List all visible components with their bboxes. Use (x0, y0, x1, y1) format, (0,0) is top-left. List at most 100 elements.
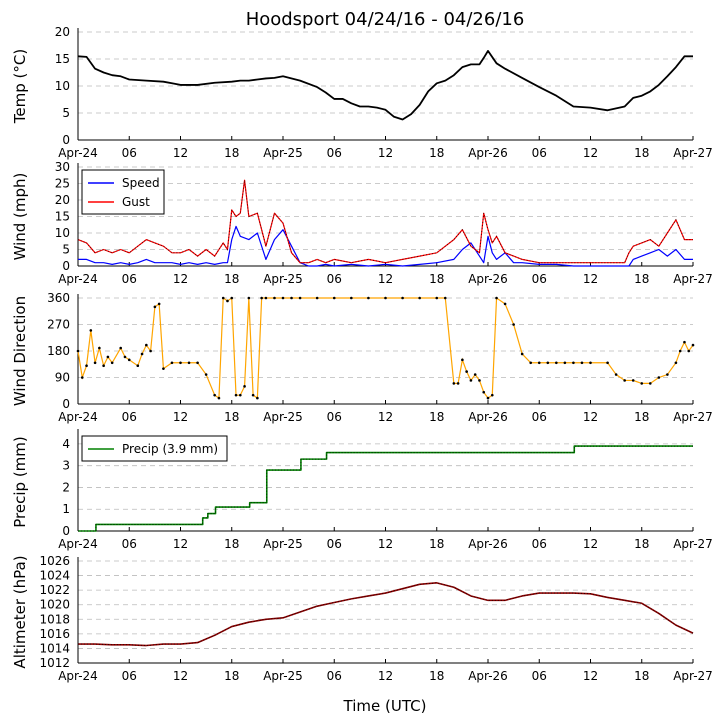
wind-legend-label: Gust (122, 195, 150, 209)
direction-point (89, 329, 93, 332)
direction-point (332, 296, 336, 300)
direction-point (179, 361, 182, 365)
direction-point (281, 296, 285, 300)
temp-x-tick-label: Apr-24 (58, 146, 98, 160)
altimeter-x-tick-label: 18 (429, 669, 444, 683)
precip-x-tick-label: Apr-27 (673, 537, 713, 551)
direction-point (251, 393, 255, 397)
direction-y-axis-label: Wind Direction (11, 296, 29, 406)
direction-point (580, 361, 584, 365)
direction-point (418, 296, 421, 300)
precip-y-axis-label: Precip (mm) (11, 436, 29, 527)
direction-point (264, 296, 268, 300)
direction-point (691, 343, 695, 347)
direction-point (384, 296, 387, 300)
direction-x-tick-label: 18 (634, 410, 649, 424)
direction-point (563, 361, 567, 365)
wind-legend (81, 169, 165, 215)
altimeter-y-axis-label: Altimeter (hPa) (11, 555, 29, 668)
wind-x-tick-label: 18 (634, 272, 649, 286)
direction-y-tick-label: 90 (55, 371, 70, 385)
altimeter-x-tick-label: Apr-25 (263, 669, 303, 683)
direction-point (260, 296, 263, 300)
direction-point (204, 373, 208, 376)
wind-observation-markers (77, 180, 693, 264)
direction-point (247, 296, 251, 300)
temp-x-tick-label: Apr-27 (673, 146, 713, 160)
direction-y-tick-label: 270 (47, 318, 70, 332)
wind-x-tick-label: 06 (327, 272, 342, 286)
wind-x-tick-label: 18 (224, 272, 239, 286)
direction-point (187, 361, 191, 365)
wind-x-tick-label: Apr-27 (673, 272, 713, 286)
precip-x-tick-label: 18 (224, 537, 239, 551)
wind-x-tick-label: Apr-25 (263, 272, 303, 286)
direction-x-tick-label: 06 (532, 410, 547, 424)
direction-point (478, 379, 481, 382)
precip-y-tick-label: 0 (62, 524, 70, 538)
temp-y-axis-label: Temp (°C) (11, 49, 29, 124)
altimeter-y-tick-label: 1026 (39, 554, 70, 568)
direction-point (631, 379, 635, 382)
direction-point (367, 296, 370, 300)
temp-y-tick-label: 5 (62, 106, 70, 120)
temp-y-tick-label: 10 (55, 79, 70, 93)
direction-point (529, 361, 533, 365)
temp-y-tick-label: 20 (55, 25, 70, 39)
direction-point (217, 396, 221, 400)
direction-point (469, 379, 473, 382)
direction-point (435, 296, 439, 300)
precip-x-tick-label: 18 (634, 537, 649, 551)
direction-point (315, 296, 319, 300)
direction-point (85, 364, 88, 368)
wind-y-tick-label: 25 (55, 177, 70, 191)
direction-point (140, 352, 144, 356)
direction-point (98, 346, 101, 350)
altimeter-y-tick-label: 1016 (39, 627, 70, 641)
altimeter-x-tick-label: 18 (634, 669, 649, 683)
direction-point (465, 370, 468, 373)
altimeter-x-tick-label: Apr-24 (58, 669, 98, 683)
precip-x-tick-label: Apr-24 (58, 537, 98, 551)
wind-y-tick-label: 0 (62, 259, 70, 273)
direction-point (106, 355, 110, 359)
wind-y-tick-label: 15 (55, 210, 70, 224)
wind-y-tick-label: 30 (55, 160, 70, 174)
direction-point (623, 379, 626, 382)
direction-point (80, 376, 84, 379)
temp-x-tick-label: Apr-25 (263, 146, 303, 160)
direction-y-tick-label: 360 (47, 291, 70, 305)
direction-x-tick-label: 12 (583, 410, 598, 424)
direction-point (657, 376, 661, 379)
direction-point (127, 358, 131, 362)
direction-panel: 0 90 180 270 360 Apr-24 06 12 18 Apr-25 06 12 18 Apr-… (11, 291, 713, 424)
temp-x-tick-label: 12 (173, 146, 188, 160)
direction-point (350, 296, 353, 300)
precip-y-tick-label: 3 (62, 459, 70, 473)
direction-x-tick-label: 18 (429, 410, 444, 424)
direction-point (490, 393, 494, 397)
wind-series-gust (77, 179, 693, 264)
direction-x-tick-label: Apr-27 (673, 410, 713, 424)
direction-x-tick-label: 18 (224, 410, 239, 424)
direction-point (221, 296, 225, 300)
direction-point (589, 361, 592, 365)
precip-x-tick-label: 06 (532, 537, 547, 551)
direction-point (456, 382, 460, 385)
precip-x-tick-label: 06 (327, 537, 342, 551)
altimeter-series-altimeter (78, 582, 694, 647)
temp-series-temp (77, 50, 693, 121)
direction-point (648, 382, 652, 385)
direction-point (495, 296, 498, 300)
wind-x-tick-label: 18 (429, 272, 444, 286)
direction-x-tick-label: Apr-25 (263, 410, 303, 424)
direction-point (153, 305, 157, 309)
altimeter-y-tick-label: 1012 (39, 656, 70, 670)
altimeter-x-tick-label: 12 (173, 669, 188, 683)
precip-legend (81, 435, 228, 462)
wind-x-tick-label: 12 (378, 272, 393, 286)
direction-point (256, 396, 259, 400)
